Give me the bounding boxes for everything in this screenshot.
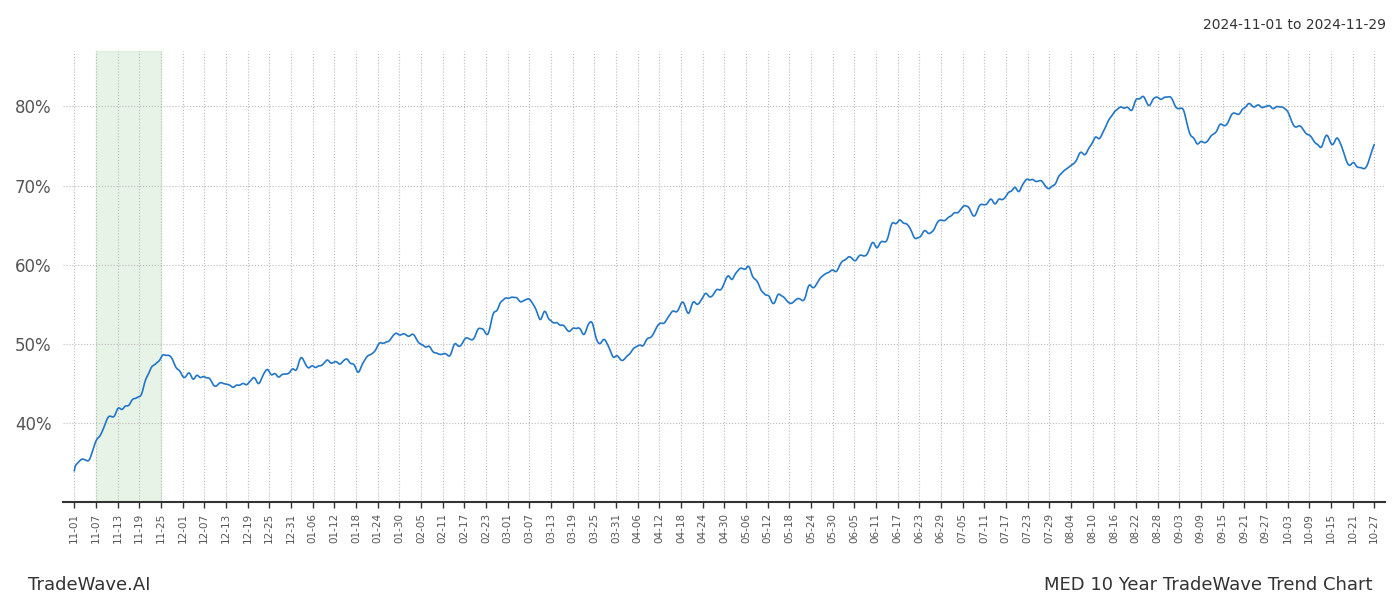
Text: MED 10 Year TradeWave Trend Chart: MED 10 Year TradeWave Trend Chart bbox=[1043, 576, 1372, 594]
Text: 2024-11-01 to 2024-11-29: 2024-11-01 to 2024-11-29 bbox=[1203, 18, 1386, 32]
Bar bbox=[97, 51, 161, 502]
Text: TradeWave.AI: TradeWave.AI bbox=[28, 576, 151, 594]
